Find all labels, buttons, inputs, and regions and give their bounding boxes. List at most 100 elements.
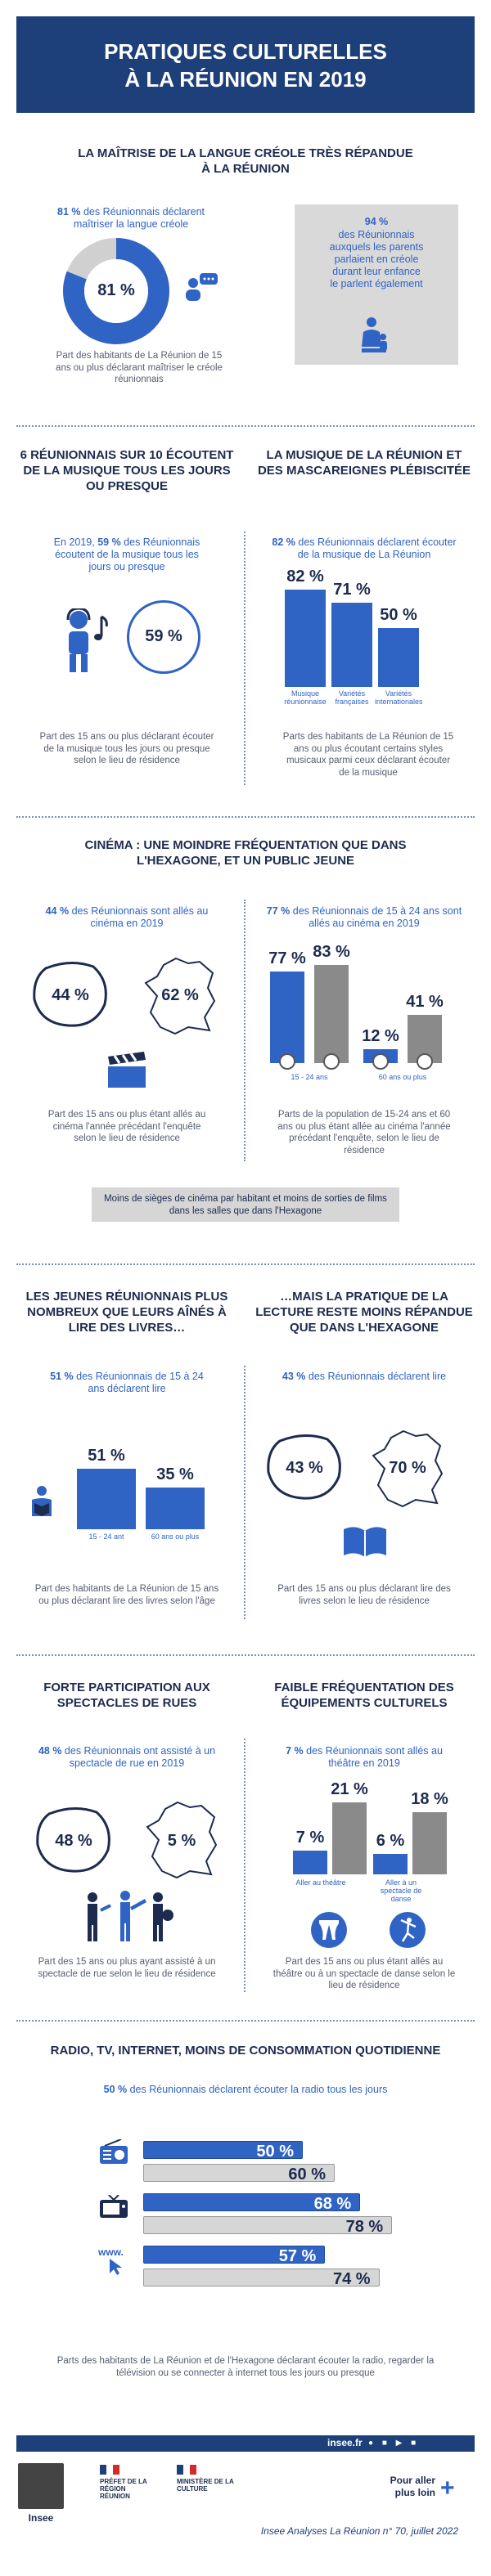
s5-map-france-label: 5 % bbox=[167, 1832, 196, 1850]
s3-map-france-label: 62 % bbox=[161, 986, 199, 1004]
prefet-flag-icon bbox=[100, 2465, 119, 2475]
s4-left-text: 51 % des Réunionnais de 15 à 24 ans décl… bbox=[50, 1371, 204, 1394]
bar-theatre-value-1-1: 18 % bbox=[411, 1790, 448, 1809]
hbar-media-2-0: 57 % bbox=[143, 2246, 326, 2265]
bar-theatre-1-1 bbox=[412, 1812, 447, 1874]
s2-right-heading: LA MUSIQUE DE LA RÉUNION ET DES MASCAREI… bbox=[257, 448, 471, 478]
bar-music-label-1: Variétés françaises bbox=[335, 689, 369, 706]
s4-left-heading: LES JEUNES RÉUNIONNAIS PLUS NOMBREUX QUE… bbox=[25, 1290, 228, 1335]
france-map-icon-3 bbox=[146, 1801, 218, 1879]
bar-cinema-marker-1-1 bbox=[417, 1053, 433, 1070]
hbar-media-value-0-0: 50 % bbox=[256, 2143, 294, 2161]
hbar-media-2-1: 74 % bbox=[143, 2269, 380, 2288]
s1-box-pct: 94 % bbox=[364, 216, 389, 227]
prefet-text: PRÉFET DE LA RÉGION RÉUNION bbox=[100, 2478, 147, 2500]
open-book-icon bbox=[344, 1527, 386, 1557]
s3-right-caption: Parts de la population de 15-24 ans et 6… bbox=[277, 1110, 451, 1156]
hbar-media-value-2-1: 74 % bbox=[333, 2270, 371, 2288]
bar-theatre-value-0-1: 21 % bbox=[331, 1779, 368, 1798]
reunion-map-icon bbox=[33, 962, 107, 1027]
bar-music-label-2: Variétés internationales bbox=[375, 689, 423, 706]
s6-caption: Parts des habitants de La Réunion et de … bbox=[56, 2356, 435, 2378]
bar-cinema-value-1-1: 41 % bbox=[406, 992, 444, 1011]
bar-read-label-1: 60 ans ou plus bbox=[151, 1533, 200, 1541]
hbar-media-0-1: 60 % bbox=[143, 2164, 335, 2183]
s5-right-caption: Part des 15 ans ou plus étant allés au t… bbox=[273, 1957, 456, 1990]
s4-map-france-label: 70 % bbox=[389, 1459, 426, 1477]
divider-1 bbox=[16, 425, 475, 427]
s4-right-caption: Part des 15 ans ou plus déclarant lire d… bbox=[277, 1584, 451, 1606]
publication-ref: Insee Analyses La Réunion n° 70, juillet… bbox=[260, 2525, 458, 2537]
title-banner: PRATIQUES CULTURELLES À LA RÉUNION EN 20… bbox=[16, 16, 475, 113]
people-speaking-icon bbox=[186, 273, 218, 301]
svg-text:www.: www. bbox=[98, 2246, 124, 2258]
divider-3 bbox=[16, 1263, 475, 1265]
bar-theatre-value-1-0: 6 % bbox=[376, 1831, 405, 1850]
divider-4 bbox=[16, 1654, 475, 1656]
s1-heading: LA MAÎTRISE DE LA LANGUE CRÉOLE TRÈS RÉP… bbox=[78, 146, 413, 176]
social-icons[interactable]: ● ■ ▶ ■ bbox=[368, 2439, 420, 2448]
bar-cinema-value-0-1: 83 % bbox=[313, 942, 350, 961]
s1-box-text: des Réunionnais auxquels les parents par… bbox=[329, 229, 424, 289]
bar-read-value-0: 51 % bbox=[88, 1447, 125, 1465]
s2-left-heading: 6 RÉUNIONNAIS SUR 10 ÉCOUTENT DE LA MUSI… bbox=[20, 448, 234, 493]
hbar-media-value-1-0: 68 % bbox=[313, 2195, 352, 2213]
s3-heading: CINÉMA : UNE MOINDRE FRÉQUENTATION QUE D… bbox=[84, 838, 407, 868]
bar-music-1 bbox=[331, 603, 372, 687]
s2-left-text: En 2019, 59 % des Réunionnais écoutent d… bbox=[53, 536, 200, 572]
hbar-media-0-0: 50 % bbox=[143, 2141, 303, 2161]
bar-music-value-0: 82 % bbox=[286, 568, 324, 586]
more-link[interactable]: Pour aller plus loin bbox=[390, 2475, 435, 2498]
s1-pct: 81 % bbox=[57, 206, 81, 218]
insee-site-link[interactable]: insee.fr bbox=[327, 2437, 363, 2448]
hbar-media-1-0: 68 % bbox=[143, 2193, 361, 2213]
bar-cinema-marker-1-0 bbox=[372, 1053, 389, 1070]
bar-read-1 bbox=[146, 1488, 205, 1529]
s1-donut bbox=[63, 238, 169, 344]
insee-logo-text: Insee bbox=[28, 2512, 54, 2524]
footer-band bbox=[16, 2435, 475, 2452]
s2-circle bbox=[127, 600, 200, 674]
s5-right-heading: FAIBLE FRÉQUENTATION DES ÉQUIPEMENTS CUL… bbox=[274, 1681, 454, 1710]
title-line1: PRATIQUES CULTURELLES bbox=[104, 39, 387, 64]
s3-left-text: 44 % des Réunionnais sont allés au ciném… bbox=[45, 905, 209, 929]
ministere-flag-icon bbox=[177, 2465, 196, 2475]
parent-child-icon bbox=[362, 317, 387, 352]
bar-theatre-1-0 bbox=[373, 1853, 408, 1874]
s4-right-heading: …MAIS LA PRATIQUE DE LA LECTURE RESTE MO… bbox=[255, 1290, 473, 1335]
s5-right-text: 7 % des Réunionnais sont allés au théâtr… bbox=[286, 1745, 443, 1769]
insee-logo bbox=[18, 2463, 64, 2509]
bar-theatre-label-1: Aller à un spectacle de danse bbox=[380, 1878, 422, 1903]
s1-caption: Part des habitants de La Réunion de 15 a… bbox=[56, 351, 223, 384]
bar-music-label-0: Musique réunionnaise bbox=[284, 689, 327, 706]
bar-theatre-value-0-0: 7 % bbox=[295, 1828, 325, 1847]
reunion-map-icon-3 bbox=[36, 1807, 110, 1873]
france-map-icon-2 bbox=[372, 1429, 444, 1508]
s2-circle-label: 59 % bbox=[145, 627, 182, 645]
s2-left-caption: Part des 15 ans ou plus déclarant écoute… bbox=[39, 732, 214, 765]
s5-left-heading: FORTE PARTICIPATION AUX SPECTACLES DE RU… bbox=[43, 1681, 210, 1710]
s6-text: 50 % des Réunionnais déclarent écouter l… bbox=[103, 2084, 388, 2095]
s5-left-text: 48 % des Réunionnais ont assisté à un sp… bbox=[38, 1745, 216, 1769]
bar-read-label-0: 15 - 24 ant bbox=[88, 1533, 124, 1541]
s6-heading: RADIO, TV, INTERNET, MOINS DE CONSOMMATI… bbox=[50, 2044, 441, 2058]
hbar-media-value-0-1: 60 % bbox=[288, 2165, 326, 2183]
s4-right-text: 43 % des Réunionnais déclarent lire bbox=[282, 1371, 447, 1382]
reunion-map-icon-2 bbox=[267, 1434, 341, 1500]
bar-cinema-0-0 bbox=[270, 972, 304, 1063]
reading-person-icon bbox=[32, 1486, 52, 1516]
bar-cinema-marker-0-0 bbox=[279, 1053, 295, 1070]
s1-text: 81 % des Réunionnais déclarent maîtriser… bbox=[57, 206, 205, 230]
divider-v4 bbox=[244, 1739, 246, 1992]
plus-icon[interactable]: + bbox=[440, 2475, 455, 2502]
bar-theatre-0-1 bbox=[332, 1802, 367, 1874]
bar-cinema-marker-0-1 bbox=[323, 1053, 340, 1070]
bar-music-value-1: 71 % bbox=[333, 581, 371, 599]
s4-left-caption: Part des habitants de La Réunion de 15 a… bbox=[34, 1584, 219, 1606]
internet-icon: www. bbox=[98, 2246, 124, 2275]
bar-cinema-label-0: 15 - 24 ans bbox=[291, 1073, 328, 1081]
s4-map-reunion-label: 43 % bbox=[286, 1459, 323, 1477]
france-map-icon bbox=[144, 957, 216, 1035]
music-listener-icon bbox=[66, 608, 108, 672]
s2-right-caption: Parts des habitants de La Réunion de 15 … bbox=[282, 732, 454, 778]
